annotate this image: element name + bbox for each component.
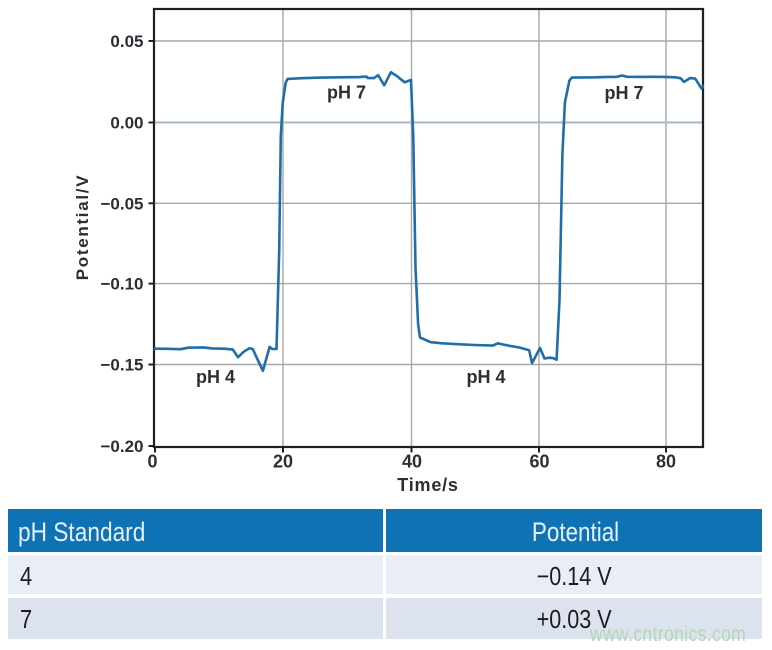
svg-text:Potential/V: Potential/V bbox=[73, 174, 92, 281]
svg-text:−0.10: −0.10 bbox=[100, 275, 143, 294]
svg-text:0: 0 bbox=[147, 452, 157, 472]
svg-text:0.00: 0.00 bbox=[110, 114, 143, 133]
svg-text:pH 4: pH 4 bbox=[466, 367, 505, 387]
svg-text:−0.05: −0.05 bbox=[100, 194, 143, 213]
svg-text:40: 40 bbox=[402, 452, 422, 472]
svg-text:−0.20: −0.20 bbox=[100, 437, 143, 456]
svg-text:60: 60 bbox=[529, 452, 549, 472]
svg-text:−0.15: −0.15 bbox=[100, 356, 143, 375]
svg-text:0.05: 0.05 bbox=[110, 32, 143, 51]
svg-text:pH 4: pH 4 bbox=[196, 367, 235, 387]
svg-text:pH 7: pH 7 bbox=[327, 83, 366, 103]
svg-text:Time/s: Time/s bbox=[397, 475, 459, 495]
svg-text:20: 20 bbox=[273, 452, 293, 472]
svg-text:pH 7: pH 7 bbox=[604, 83, 643, 103]
svg-text:80: 80 bbox=[656, 452, 676, 472]
